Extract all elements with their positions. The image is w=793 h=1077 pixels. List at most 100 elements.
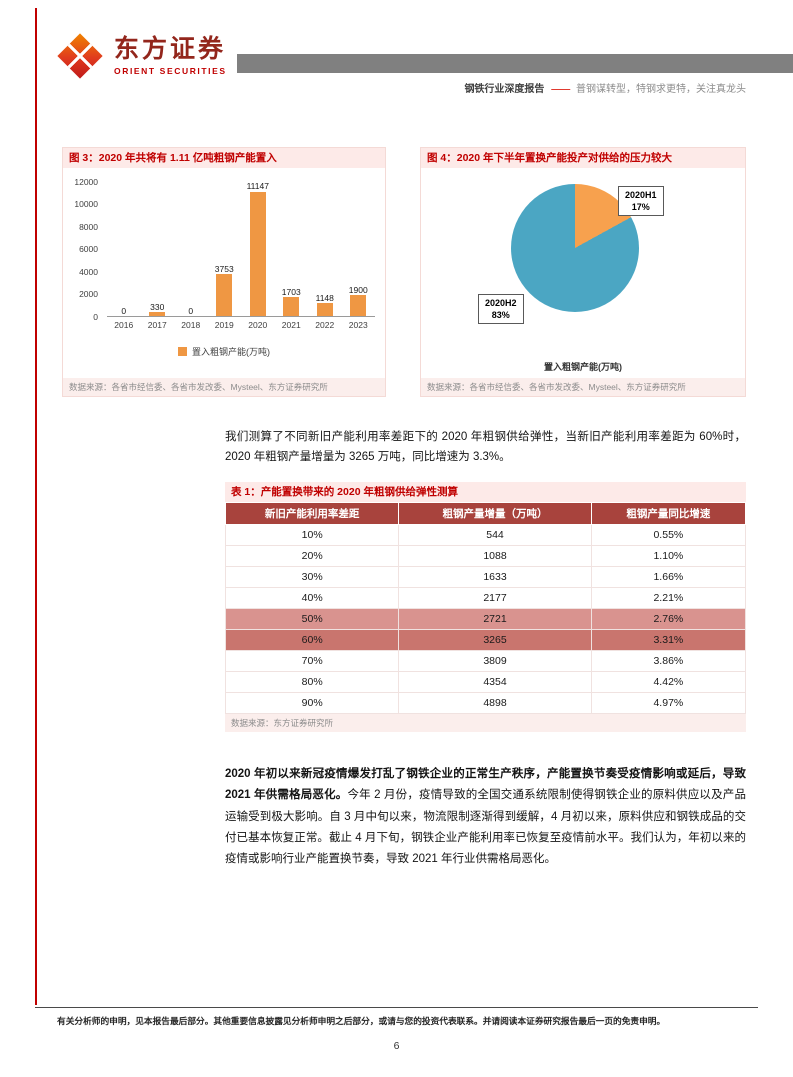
table-cell: 1088 — [398, 545, 592, 567]
brand-name-cn: 东方证券 — [114, 34, 227, 63]
table-row: 30% 1633 1.66% — [224, 566, 747, 588]
pie-label-2020h2: 2020H2 83% — [478, 294, 524, 325]
table-row: 70% 3809 3.86% — [224, 650, 747, 672]
bar-value-label: 1900 — [348, 284, 368, 295]
table-cell: 4898 — [398, 692, 592, 714]
bar-value-label: 3753 — [214, 263, 234, 274]
header-gray-bar — [237, 54, 793, 73]
table-cell: 1633 — [398, 566, 592, 588]
table-cell: 1.66% — [590, 566, 747, 588]
table-header-cell: 新旧产能利用率差距 — [224, 502, 400, 525]
pie-series-label: 置入粗钢产能(万吨) — [544, 362, 622, 372]
pie-chart: 2020H1 17% 2020H2 83% — [421, 168, 745, 358]
table-row: 10% 544 0.55% — [224, 524, 747, 546]
y-tick-6000: 6000 — [79, 244, 98, 254]
table-cell: 544 — [398, 524, 592, 546]
bar-rect — [216, 274, 233, 316]
figure-4-source: 数据来源：各省市经信委、各省市发改委、Mysteel、东方证券研究所 — [421, 378, 745, 396]
table-row: 60% 3265 3.31% — [224, 629, 747, 651]
table-cell: 0.55% — [590, 524, 747, 546]
bar-value-label: 11147 — [246, 181, 269, 191]
figure-3-title: 图 3：2020 年共将有 1.11 亿吨粗钢产能置入 — [63, 148, 385, 168]
figure-4-title: 图 4：2020 年下半年置换产能投产对供给的压力较大 — [421, 148, 745, 168]
table-cell: 60% — [224, 629, 400, 651]
table-cell: 3265 — [398, 629, 592, 651]
page-number: 6 — [393, 1040, 400, 1052]
table-row: 90% 4898 4.97% — [224, 692, 747, 714]
table-row: 40% 2177 2.21% — [224, 587, 747, 609]
bar-2023: 1900 — [342, 182, 376, 316]
pie-label-2020h2-name: 2020H2 — [485, 298, 517, 308]
x-tick-2017: 2017 — [147, 320, 167, 330]
x-tick-2016: 2016 — [114, 320, 134, 330]
pie-label-2020h2-pct: 83% — [491, 310, 510, 321]
table-cell: 70% — [224, 650, 400, 672]
table-cell: 2.21% — [590, 587, 747, 609]
pie-chart-graphic — [511, 184, 639, 312]
bar-value-label: 1148 — [315, 292, 334, 303]
report-subtitle: 普钢谋转型，特钢求更特，关注真龙头 — [576, 84, 746, 95]
pie-label-2020h1-name: 2020H1 — [625, 190, 657, 200]
report-header-line: 钢铁行业深度报告 —— 普钢谋转型，特钢求更特，关注真龙头 — [0, 80, 746, 95]
x-tick-2021: 2021 — [281, 320, 301, 330]
bar-2020: 11147 — [241, 182, 275, 316]
legend-label: 置入粗钢产能(万吨) — [192, 347, 270, 357]
bar-rect — [249, 191, 266, 316]
table-row: 20% 1088 1.10% — [224, 545, 747, 567]
brand-name-en: ORIENT SECURITIES — [114, 66, 227, 77]
bar-2018: 0 — [174, 182, 208, 316]
paragraph-2-bold-lead: 2020 年初以来新冠疫情爆发打乱了钢铁企业的正常生产秩序，产能置换节奏受疫情影… — [225, 768, 746, 802]
figure-4: 图 4：2020 年下半年置换产能投产对供给的压力较大 2020H1 17% 2… — [420, 147, 746, 397]
x-tick-2019: 2019 — [214, 320, 234, 330]
x-tick-2023: 2023 — [348, 320, 368, 330]
bar-value-label: 1703 — [281, 286, 301, 297]
table-cell: 4.97% — [590, 692, 747, 714]
table-1-title: 表 1：产能置换带来的 2020 年粗钢供给弹性测算 — [225, 482, 746, 502]
bar-chart: 0 2000 4000 6000 8000 10000 12000 0 330 0 3753 111… — [63, 168, 385, 336]
table-cell: 90% — [224, 692, 400, 714]
table-cell: 40% — [224, 587, 400, 609]
pie-label-2020h1: 2020H1 17% — [618, 186, 664, 217]
orient-securities-logo-icon — [57, 33, 103, 79]
report-type-label: 钢铁行业深度报告 — [464, 84, 545, 95]
bar-rect — [283, 297, 300, 316]
footer-divider — [35, 1007, 758, 1008]
figure-3: 图 3：2020 年共将有 1.11 亿吨粗钢产能置入 0 2000 4000 600… — [62, 147, 386, 397]
table-cell: 4354 — [398, 671, 592, 693]
table-cell: 2721 — [398, 608, 592, 630]
bar-chart-y-axis: 0 2000 4000 6000 8000 10000 12000 — [63, 177, 103, 320]
table-row: 80% 4354 4.42% — [224, 671, 747, 693]
x-tick-2018: 2018 — [181, 320, 201, 330]
table-cell: 2177 — [398, 587, 592, 609]
y-tick-0: 0 — [93, 311, 98, 322]
table-header-row: 新旧产能利用率差距 粗钢产量增量（万吨） 粗钢产量同比增速 — [224, 502, 747, 525]
footer-disclaimer: 有关分析师的申明，见本报告最后部分。其他重要信息披露见分析师申明之后部分，或请与… — [57, 1016, 666, 1026]
table-cell: 50% — [224, 608, 400, 630]
table-cell: 1.10% — [590, 545, 747, 567]
table-1: 表 1：产能置换带来的 2020 年粗钢供给弹性测算 新旧产能利用率差距 粗钢产量… — [224, 482, 747, 732]
bar-2016: 0 — [107, 182, 141, 316]
bar-2021: 1703 — [275, 182, 309, 316]
table-header-cell: 粗钢产量增量（万吨） — [398, 502, 592, 525]
y-tick-4000: 4000 — [79, 266, 98, 277]
table-cell: 10% — [224, 524, 400, 546]
y-tick-12000: 12000 — [74, 176, 98, 187]
legend-swatch-icon — [178, 347, 187, 356]
body-paragraph-2: 2020 年初以来新冠疫情爆发打乱了钢铁企业的正常生产秩序，产能置换节奏受疫情影… — [225, 764, 746, 870]
left-margin-rule — [35, 8, 37, 1005]
bar-chart-plot: 0 330 0 3753 11147 1703 1148 1900 — [107, 182, 375, 317]
bar-rect — [149, 312, 166, 316]
table-cell: 30% — [224, 566, 400, 588]
table-row: 50% 2721 2.76% — [224, 608, 747, 630]
bar-rect — [316, 303, 333, 316]
bar-value-label: 0 — [188, 305, 194, 316]
bar-rect — [350, 295, 367, 316]
y-tick-2000: 2000 — [79, 289, 98, 299]
bar-2019: 3753 — [208, 182, 242, 316]
bar-value-label: 330 — [150, 301, 165, 312]
table-cell: 3.86% — [590, 650, 747, 672]
y-tick-8000: 8000 — [79, 221, 98, 232]
table-header-cell: 粗钢产量同比增速 — [590, 502, 747, 525]
table-cell: 2.76% — [590, 608, 747, 630]
